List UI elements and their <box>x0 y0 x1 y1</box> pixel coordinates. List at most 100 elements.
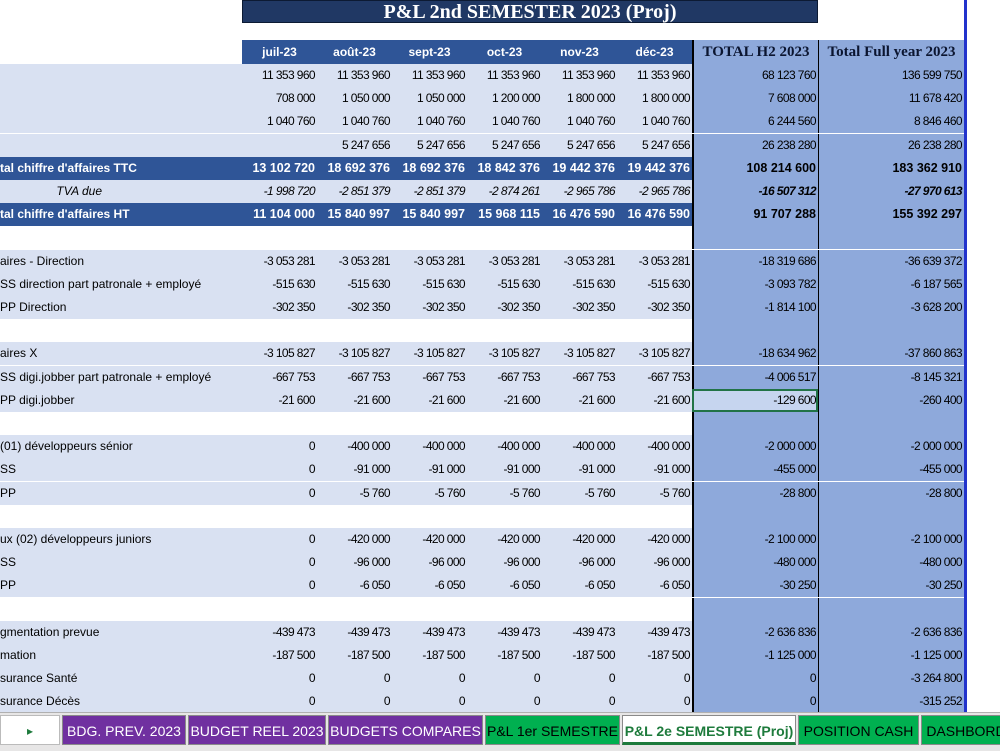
row-label[interactable] <box>0 597 242 621</box>
month-value-cell[interactable]: -515 630 <box>542 272 617 296</box>
total-h2-cell[interactable]: -1 814 100 <box>692 296 818 319</box>
month-value-cell[interactable]: -302 350 <box>317 296 392 319</box>
month-value-cell[interactable]: -3 105 827 <box>392 342 467 366</box>
month-value-cell[interactable]: -21 600 <box>467 388 542 412</box>
month-value-cell[interactable]: -21 600 <box>392 388 467 412</box>
month-value-cell[interactable] <box>317 319 392 343</box>
month-value-cell[interactable]: -667 753 <box>617 365 692 389</box>
month-value-cell[interactable]: -2 851 379 <box>317 180 392 203</box>
total-h2-cell[interactable]: -18 319 686 <box>692 249 818 273</box>
month-value-cell[interactable]: -21 600 <box>617 388 692 412</box>
total-h2-cell[interactable]: -16 507 312 <box>692 180 818 203</box>
month-value-cell[interactable]: 11 353 960 <box>542 64 617 87</box>
month-value-cell[interactable]: 0 <box>467 690 542 712</box>
month-value-cell[interactable]: 5 247 656 <box>467 133 542 157</box>
row-label[interactable]: PP <box>0 574 242 598</box>
row-label[interactable]: mation <box>0 644 242 667</box>
month-value-cell[interactable]: 5 247 656 <box>317 133 392 157</box>
month-value-cell[interactable]: 1 050 000 <box>317 87 392 111</box>
row-label[interactable] <box>0 319 242 343</box>
month-value-cell[interactable]: -667 753 <box>392 365 467 389</box>
total-h2-cell[interactable]: 7 608 000 <box>692 87 818 111</box>
total-h2-cell[interactable]: -30 250 <box>692 574 818 598</box>
month-value-cell[interactable]: 11 353 960 <box>317 64 392 87</box>
month-value-cell[interactable]: 11 353 960 <box>242 64 317 87</box>
month-value-cell[interactable]: 0 <box>242 667 317 691</box>
month-value-cell[interactable]: 5 247 656 <box>392 133 467 157</box>
month-value-cell[interactable]: -3 053 281 <box>617 249 692 273</box>
row-label[interactable]: aires X <box>0 342 242 366</box>
month-value-cell[interactable]: 5 247 656 <box>617 133 692 157</box>
total-h2-cell[interactable]: 68 123 760 <box>692 64 818 87</box>
month-value-cell[interactable]: -439 473 <box>392 620 467 644</box>
month-value-cell[interactable]: 16 476 590 <box>617 203 692 227</box>
month-value-cell[interactable] <box>242 412 317 435</box>
month-value-cell[interactable] <box>467 504 542 528</box>
month-value-cell[interactable]: -91 000 <box>617 458 692 482</box>
month-value-cell[interactable]: -420 000 <box>317 528 392 551</box>
total-year-cell[interactable]: -1 125 000 <box>818 644 964 667</box>
month-value-cell[interactable]: -21 600 <box>542 388 617 412</box>
month-value-cell[interactable]: 0 <box>392 667 467 691</box>
row-label[interactable]: gmentation prevue <box>0 620 242 644</box>
column-header-5[interactable]: nov-23 <box>542 40 617 64</box>
month-value-cell[interactable]: -400 000 <box>467 435 542 459</box>
column-header-2[interactable]: août-23 <box>317 40 392 64</box>
month-value-cell[interactable]: -667 753 <box>317 365 392 389</box>
month-value-cell[interactable]: -96 000 <box>317 551 392 575</box>
total-year-cell[interactable] <box>818 226 964 250</box>
total-h2-cell[interactable]: 26 238 280 <box>692 133 818 157</box>
month-value-cell[interactable]: 11 104 000 <box>242 203 317 227</box>
month-value-cell[interactable]: 0 <box>242 481 317 505</box>
month-value-cell[interactable]: -515 630 <box>242 272 317 296</box>
row-label[interactable]: tal chiffre d'affaires HT <box>0 203 242 227</box>
column-header-3[interactable]: sept-23 <box>392 40 467 64</box>
row-label[interactable]: (01) développeurs sénior <box>0 435 242 459</box>
month-value-cell[interactable]: -3 105 827 <box>467 342 542 366</box>
total-year-cell[interactable]: -28 800 <box>818 481 964 505</box>
month-value-cell[interactable]: -187 500 <box>242 644 317 667</box>
month-value-cell[interactable]: -515 630 <box>392 272 467 296</box>
tab-scroll-arrow-icon[interactable]: ▸ <box>0 715 60 745</box>
month-value-cell[interactable]: 19 442 376 <box>617 156 692 180</box>
sheet-title[interactable]: P&L 2nd SEMESTER 2023 (Proj) <box>242 0 818 23</box>
month-value-cell[interactable]: -187 500 <box>617 644 692 667</box>
month-value-cell[interactable]: -667 753 <box>242 365 317 389</box>
total-h2-cell[interactable]: 108 214 600 <box>692 156 818 180</box>
total-year-cell[interactable]: -2 000 000 <box>818 435 964 459</box>
month-value-cell[interactable] <box>317 504 392 528</box>
total-year-cell[interactable]: 183 362 910 <box>818 156 964 180</box>
total-h2-cell[interactable] <box>692 226 818 250</box>
month-value-cell[interactable] <box>617 412 692 435</box>
month-value-cell[interactable]: -21 600 <box>317 388 392 412</box>
header-label-cell[interactable] <box>0 40 242 64</box>
sheet-tab-5[interactable]: P&L 2e SEMESTRE (Proj) <box>622 715 796 745</box>
row-label[interactable]: SS digi.jobber part patronale + employé <box>0 365 242 389</box>
month-value-cell[interactable]: 0 <box>617 690 692 712</box>
total-year-cell[interactable]: -315 252 <box>818 690 964 712</box>
month-value-cell[interactable]: -5 760 <box>617 481 692 505</box>
month-value-cell[interactable] <box>467 597 542 621</box>
month-value-cell[interactable]: -302 350 <box>542 296 617 319</box>
row-label[interactable] <box>0 110 242 134</box>
month-value-cell[interactable]: 18 692 376 <box>392 156 467 180</box>
total-year-cell[interactable]: -27 970 613 <box>818 180 964 203</box>
total-year-cell[interactable]: 11 678 420 <box>818 87 964 111</box>
month-value-cell[interactable]: -3 053 281 <box>542 249 617 273</box>
total-year-cell[interactable]: -30 250 <box>818 574 964 598</box>
month-value-cell[interactable]: -439 473 <box>467 620 542 644</box>
row-label[interactable]: SS <box>0 551 242 575</box>
month-value-cell[interactable]: 11 353 960 <box>617 64 692 87</box>
row-label[interactable]: TVA due <box>0 180 242 203</box>
month-value-cell[interactable]: -96 000 <box>392 551 467 575</box>
month-value-cell[interactable]: -2 965 786 <box>542 180 617 203</box>
total-year-cell[interactable]: -2 636 836 <box>818 620 964 644</box>
month-value-cell[interactable]: -187 500 <box>542 644 617 667</box>
row-label[interactable] <box>0 412 242 435</box>
month-value-cell[interactable]: -3 105 827 <box>542 342 617 366</box>
month-value-cell[interactable]: 18 842 376 <box>467 156 542 180</box>
sheet-tab-2[interactable]: BUDGET REEL 2023 <box>188 715 326 745</box>
row-label[interactable]: PP <box>0 481 242 505</box>
total-h2-cell[interactable]: 0 <box>692 690 818 712</box>
month-value-cell[interactable]: -667 753 <box>467 365 542 389</box>
